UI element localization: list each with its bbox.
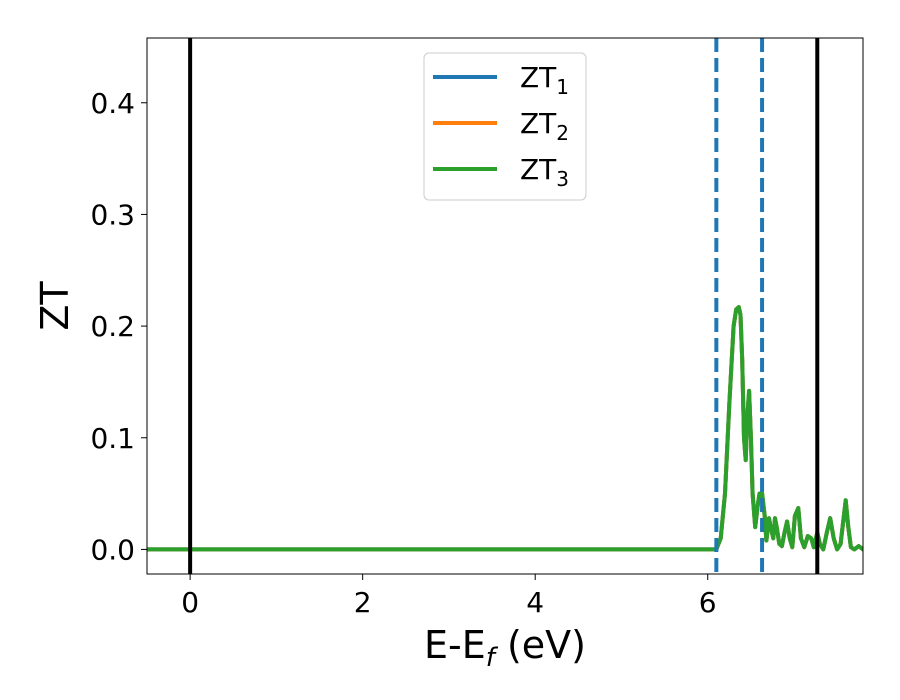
legend-box [423, 52, 587, 201]
y-tick-label: 0.1 [90, 422, 135, 455]
x-tick-label: 2 [354, 586, 372, 619]
x-tick-label: 4 [526, 586, 544, 619]
x-axis-label: E-Ef (eV) [424, 623, 586, 673]
y-tick-label: 0.4 [90, 87, 135, 120]
y-axis-label: ZT [33, 281, 77, 331]
x-axis-label-base: E-E [424, 623, 486, 667]
series-line-3 [147, 305, 863, 552]
legend-label-3: ZT3 [520, 153, 569, 191]
legend-label-base: ZT [520, 153, 557, 186]
y-tick-label: 0.0 [90, 533, 135, 566]
legend-label-subscript: 2 [556, 121, 569, 145]
x-axis-label-unit: (eV) [495, 623, 586, 667]
plot-area [147, 38, 863, 574]
y-tick-label: 0.3 [90, 198, 135, 231]
legend-label-1: ZT1 [520, 61, 569, 99]
y-axis: 0.0 0.1 0.2 0.3 0.4 [90, 87, 147, 566]
legend-label-subscript: 1 [556, 75, 569, 99]
legend-label-2: ZT2 [520, 107, 569, 145]
plot-frame [146, 37, 864, 575]
x-tick-label: 0 [181, 586, 199, 619]
legend-label-base: ZT [520, 107, 557, 140]
y-tick-label: 0.2 [90, 310, 135, 343]
legend-label-subscript: 3 [556, 167, 569, 191]
x-tick-label: 6 [699, 586, 717, 619]
x-axis: 0 2 4 6 [181, 574, 717, 619]
legend-label-base: ZT [520, 61, 557, 94]
